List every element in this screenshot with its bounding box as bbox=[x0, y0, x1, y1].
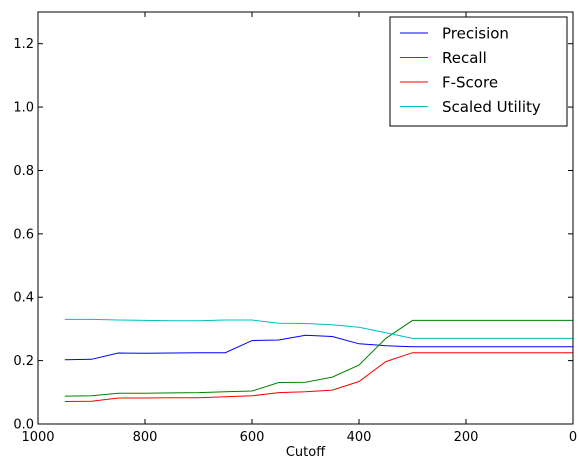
y-tick-label: 0.6 bbox=[13, 227, 34, 242]
legend-label-scaled-utility: Scaled Utility bbox=[442, 98, 541, 116]
x-tick-label: 800 bbox=[133, 430, 158, 445]
legend-label-recall: Recall bbox=[442, 49, 487, 67]
series-line-f-score bbox=[64, 352, 573, 402]
x-tick-label: 600 bbox=[240, 430, 265, 445]
y-tick-label: 0.0 bbox=[13, 418, 34, 433]
legend-label-precision: Precision bbox=[442, 25, 509, 43]
y-tick-label: 1.0 bbox=[13, 101, 34, 116]
x-axis-title: Cutoff bbox=[286, 445, 326, 460]
y-tick-label: 0.8 bbox=[13, 164, 34, 179]
x-tick-label: 200 bbox=[454, 430, 479, 445]
legend-label-f-score: F-Score bbox=[442, 74, 498, 92]
plot-area-frame bbox=[37, 11, 574, 425]
ticks-layer: 1000 800 600 400 200 0 0.0 0.2 0.4 0.6 0.8 1.0 1.2 bbox=[13, 12, 577, 445]
series-line-recall bbox=[64, 319, 573, 397]
legend-box bbox=[389, 16, 568, 127]
x-tick-label: 0 bbox=[569, 430, 577, 445]
series-line-scaled-utility bbox=[64, 318, 573, 339]
x-tick-label: 400 bbox=[347, 430, 372, 445]
y-tick-label: 0.2 bbox=[13, 354, 34, 369]
legend: Precision Recall F-Score Scaled Utility bbox=[389, 16, 568, 127]
y-tick-label: 1.2 bbox=[13, 37, 34, 52]
y-tick-label: 0.4 bbox=[13, 291, 34, 306]
x-tick-label: 1000 bbox=[21, 430, 54, 445]
series-layer bbox=[64, 318, 573, 402]
series-line-precision bbox=[64, 334, 573, 361]
